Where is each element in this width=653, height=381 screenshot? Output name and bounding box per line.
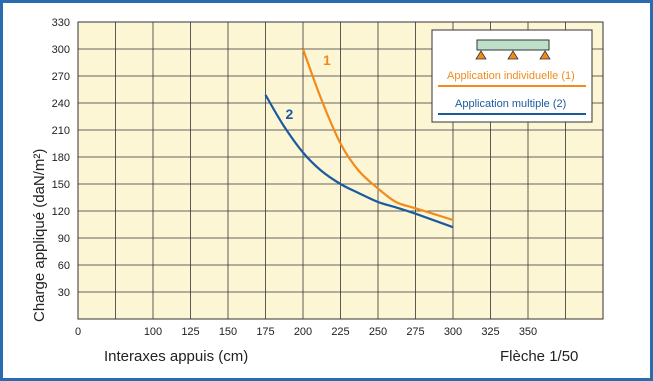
x-tick-label: 225 [331,326,349,338]
series-layer: 12 [264,48,454,229]
x-tick-label: 175 [256,326,274,338]
y-tick-label: 30 [58,287,70,299]
x-tick-label: 300 [444,326,462,338]
series-line-2 [264,94,454,229]
x-tick-label: 0 [75,326,81,338]
y-tick-label: 270 [52,71,70,83]
y-tick-label: 150 [52,179,70,191]
legend: Application individuelle (1) Application… [431,29,593,123]
y-tick-label: 120 [52,206,70,218]
y-tick-label: 180 [52,152,70,164]
y-tick-label: 210 [52,125,70,137]
curve-label-1: 1 [323,52,331,68]
x-tick-label: 350 [519,326,537,338]
x-tick-labels: 0 100 125 150 175 200 225 250 275 300 325 350 [75,326,537,338]
x-tick-label: 325 [481,326,499,338]
curve-label-2: 2 [286,106,294,122]
series-line-1 [301,48,454,222]
x-tick-label: 250 [369,326,387,338]
y-tick-label: 300 [52,44,70,56]
y-tick-labels: 30 60 90 120 150 180 210 240 270 300 330 [52,17,70,299]
beam-supports-icon [475,39,551,60]
legend-label-individual: Application individuelle (1) [447,70,575,82]
x-tick-label: 125 [181,326,199,338]
x-axis-title: Interaxes appuis (cm) [104,348,248,365]
y-tick-label: 60 [58,260,70,272]
y-tick-label: 90 [58,233,70,245]
y-tick-label: 240 [52,98,70,110]
x-tick-label: 150 [219,326,237,338]
deflection-note: Flèche 1/50 [500,348,578,365]
plot-border [77,21,604,320]
legend-label-multiple: Application multiple (2) [455,98,566,110]
y-axis-title: Charge appliqué (daN/m²) [31,149,48,322]
x-tick-label: 100 [144,326,162,338]
x-tick-label: 200 [294,326,312,338]
y-tick-label: 330 [52,17,70,29]
x-tick-label: 275 [406,326,424,338]
